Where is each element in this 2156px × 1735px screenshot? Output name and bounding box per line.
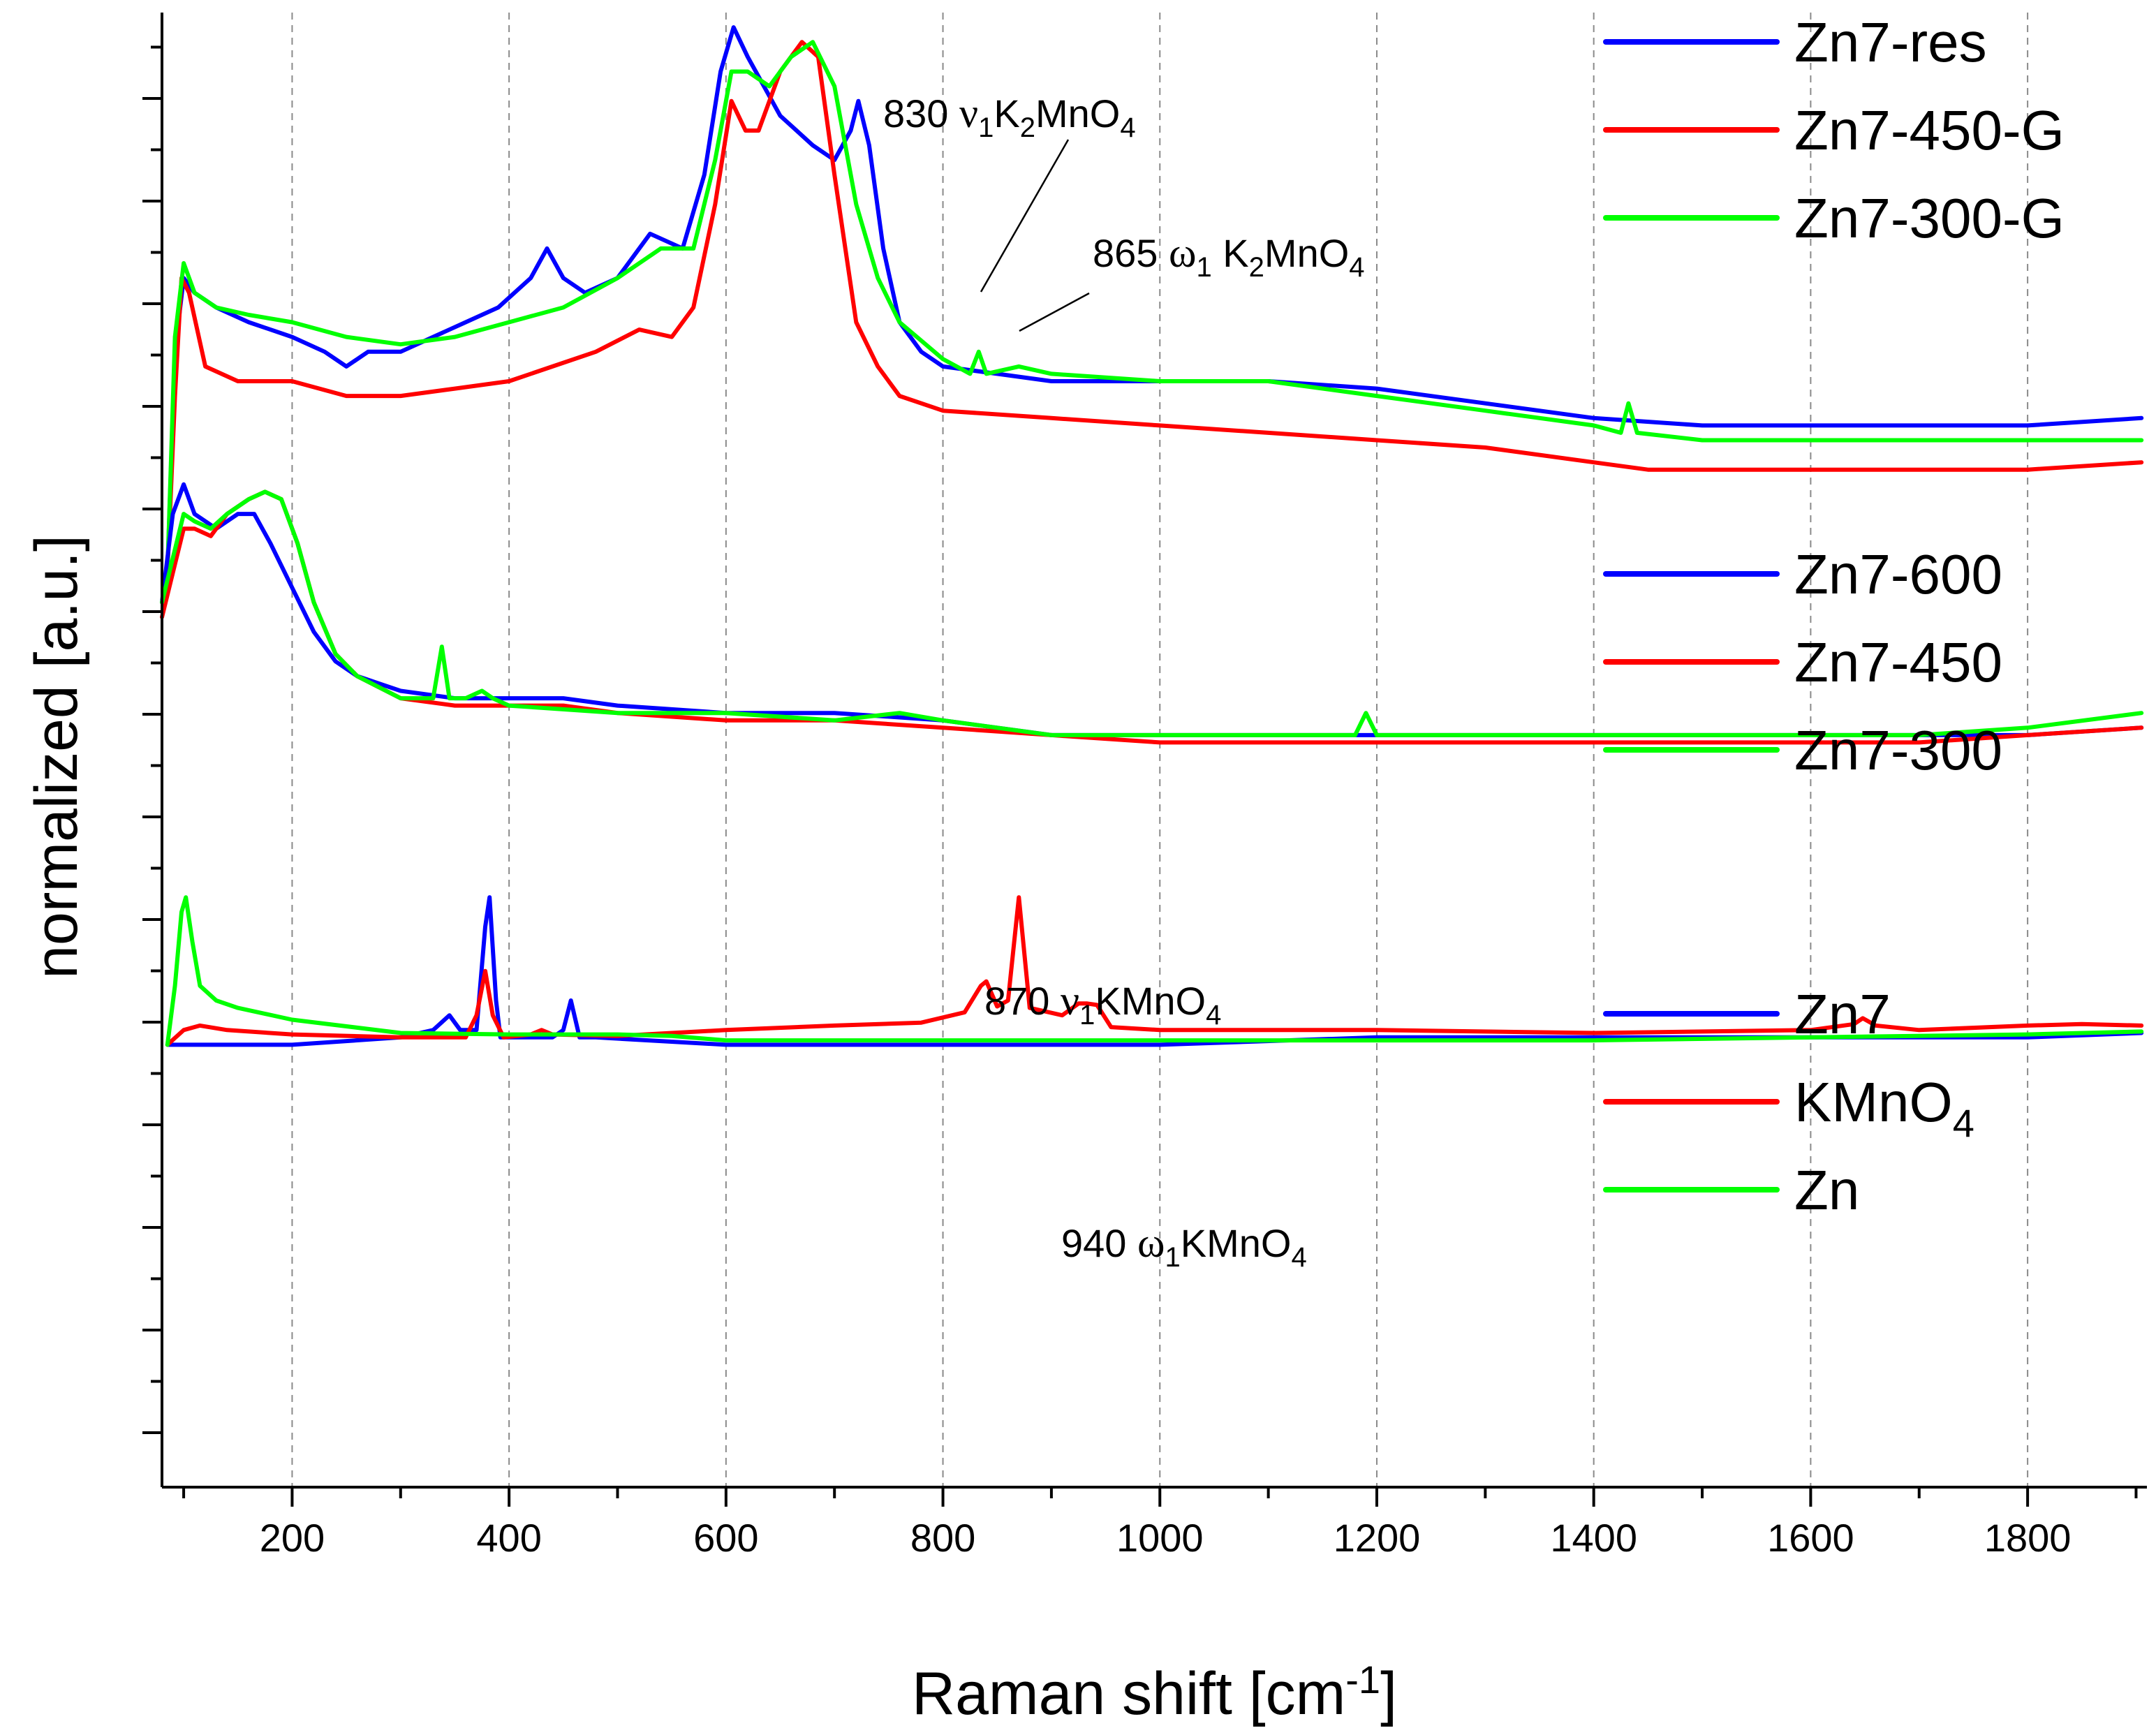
x-tick-labels: 200 400 600 800 1000 1200 1400 1600 1800 <box>260 1516 2072 1560</box>
ann-870-label: 870 ν1KMnO4 <box>984 977 1221 1031</box>
legend-label-zn7-450: Zn7-450 <box>1794 631 2002 693</box>
series-zn7-450-g <box>165 40 2144 575</box>
legend-label-zn7-300-g: Zn7-300-G <box>1794 187 2065 249</box>
x-tick-label-600: 600 <box>693 1516 758 1560</box>
axes <box>161 13 2147 1489</box>
series-zn7-300-g <box>165 40 2144 575</box>
legend-label-zn7: Zn7 <box>1794 983 1891 1045</box>
ann-865-label: 865 ω1 K2MnO4 <box>1093 230 1365 283</box>
x-tick-label-1800: 1800 <box>1984 1516 2072 1560</box>
series-kmno4 <box>165 895 2144 1047</box>
x-tick-label-1400: 1400 <box>1550 1516 1637 1560</box>
tick-marks <box>142 45 2138 1507</box>
x-axis-title: Raman shift [cm-1] <box>912 1658 1397 1727</box>
legend-label-kmno4: KMnO4 <box>1794 1071 1974 1145</box>
y-axis-title: normalized [a.u.] <box>23 535 90 979</box>
series-lines <box>160 25 2144 1047</box>
x-tick-label-200: 200 <box>260 1516 325 1560</box>
legend-label-zn7-res: Zn7-res <box>1794 11 1987 73</box>
ann-865-leader <box>1019 292 1090 332</box>
legends: Zn7-res Zn7-450-G Zn7-300-G Zn7-600 Zn7-450 Z… <box>1603 11 2065 1221</box>
ann-830-leader <box>980 139 1070 293</box>
x-tick-label-1600: 1600 <box>1767 1516 1854 1560</box>
series-zn7-300 <box>160 489 2144 737</box>
series-zn7-res <box>165 25 2144 575</box>
grid-lines <box>291 13 2029 1487</box>
ann-830-label: 830 ν1K2MnO4 <box>883 90 1136 143</box>
legend-label-zn7-450-g: Zn7-450-G <box>1794 99 2065 161</box>
x-tick-label-400: 400 <box>476 1516 541 1560</box>
series-zn7-450 <box>160 489 2144 745</box>
legend-label-zn7-600: Zn7-600 <box>1794 543 2002 605</box>
series-zn <box>165 895 2144 1047</box>
legend-label-zn: Zn <box>1794 1159 1859 1221</box>
x-tick-label-1200: 1200 <box>1334 1516 1421 1560</box>
ann-940-label: 940 ω1KMnO4 <box>1061 1220 1307 1273</box>
x-tick-label-800: 800 <box>910 1516 975 1560</box>
x-tick-label-1000: 1000 <box>1116 1516 1204 1560</box>
annotations: 830 ν1K2MnO4 865 ω1 K2MnO4 870 ν1KMnO4 9… <box>883 90 1365 1273</box>
legend-label-zn7-300: Zn7-300 <box>1794 719 2002 781</box>
